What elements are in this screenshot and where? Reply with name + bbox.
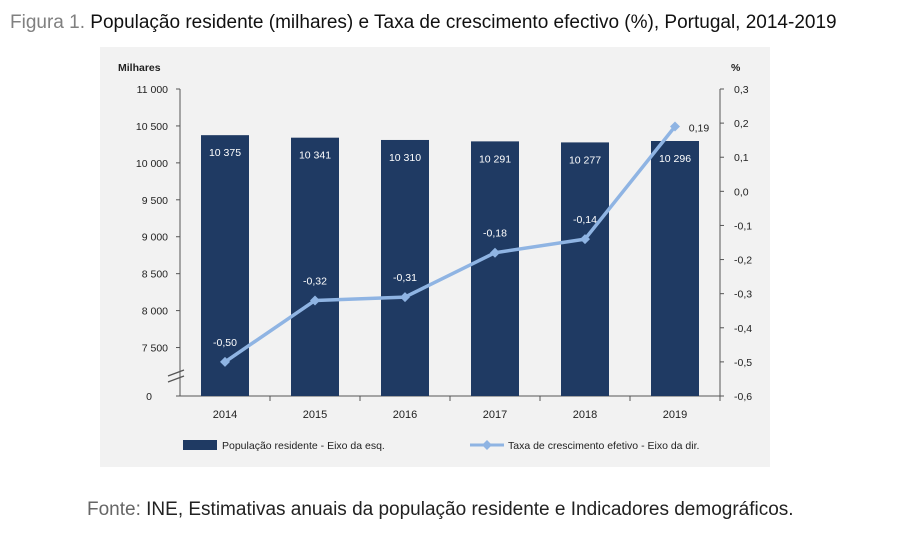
left-axis-unit: Milhares	[118, 62, 161, 74]
x-tick-label: 2017	[483, 409, 507, 421]
figure-number: Figura 1.	[10, 12, 85, 33]
legend-label-line: Taxa de crescimento efetivo - Eixo da di…	[508, 440, 699, 452]
axis-break-mark	[167, 369, 185, 377]
line-point	[400, 292, 410, 303]
line-point	[220, 356, 230, 367]
line-point	[310, 295, 320, 306]
bar-population	[561, 142, 609, 396]
source-text: INE, Estimativas anuais da população res…	[146, 499, 794, 520]
left-tick-label: 7 500	[142, 343, 168, 355]
x-tick-label: 2016	[393, 409, 417, 421]
right-tick-label: 0,0	[734, 186, 749, 198]
source-note: Fonte: INE, Estimativas anuais da popula…	[87, 499, 794, 521]
x-tick-label: 2014	[213, 409, 237, 421]
line-data-label: -0,50	[213, 337, 237, 349]
line-point	[490, 247, 500, 258]
right-axis-unit: %	[731, 62, 741, 74]
legend-label-bar: População residente - Eixo da esq.	[222, 440, 385, 452]
line-data-label: -0,32	[303, 275, 327, 287]
line-data-label: -0,18	[483, 228, 507, 240]
right-tick-label: 0,1	[734, 152, 749, 164]
bar-data-label: 10 341	[299, 150, 331, 162]
x-tick-label: 2019	[663, 409, 687, 421]
right-tick-label: 0,3	[734, 84, 749, 96]
x-tick-label: 2015	[303, 409, 327, 421]
right-tick-label: 0,2	[734, 118, 749, 130]
line-point	[580, 234, 590, 245]
axis-break-mark	[167, 375, 185, 383]
bar-population	[651, 141, 699, 396]
left-zero-label: 0	[146, 391, 152, 403]
line-point	[670, 121, 680, 132]
figure-title-text: População residente (milhares) e Taxa de…	[90, 12, 837, 33]
left-tick-label: 10 500	[136, 121, 168, 133]
bar-data-label: 10 296	[659, 153, 691, 165]
right-tick-label: -0,5	[734, 357, 752, 369]
line-data-label: -0,31	[393, 272, 417, 284]
bar-population	[381, 139, 429, 396]
bar-population	[471, 141, 519, 396]
source-label: Fonte:	[87, 499, 141, 520]
figure-title: Figura 1. População residente (milhares)…	[10, 12, 837, 34]
bar-data-label: 10 291	[479, 153, 511, 165]
x-tick-label: 2018	[573, 409, 597, 421]
left-tick-label: 8 000	[142, 306, 168, 318]
left-tick-label: 9 500	[142, 195, 168, 207]
right-tick-label: -0,3	[734, 289, 752, 301]
legend-swatch-bar	[183, 440, 217, 450]
bar-data-label: 10 375	[209, 147, 241, 159]
bar-data-label: 10 277	[569, 154, 601, 166]
right-tick-label: -0,1	[734, 220, 752, 232]
right-tick-label: -0,4	[734, 323, 752, 335]
right-tick-label: -0,6	[734, 391, 752, 403]
right-tick-label: -0,2	[734, 255, 752, 267]
left-tick-label: 10 000	[136, 158, 168, 170]
bar-population	[201, 135, 249, 396]
bar-population	[291, 137, 339, 396]
left-tick-label: 9 000	[142, 232, 168, 244]
line-data-label: -0,14	[573, 214, 597, 226]
bar-data-label: 10 310	[389, 152, 421, 164]
line-data-label: 0,19	[689, 123, 710, 135]
line-growth-rate	[224, 125, 677, 364]
legend-swatch-marker	[482, 440, 492, 450]
left-tick-label: 8 500	[142, 269, 168, 281]
left-tick-label: 11 000	[137, 84, 168, 96]
